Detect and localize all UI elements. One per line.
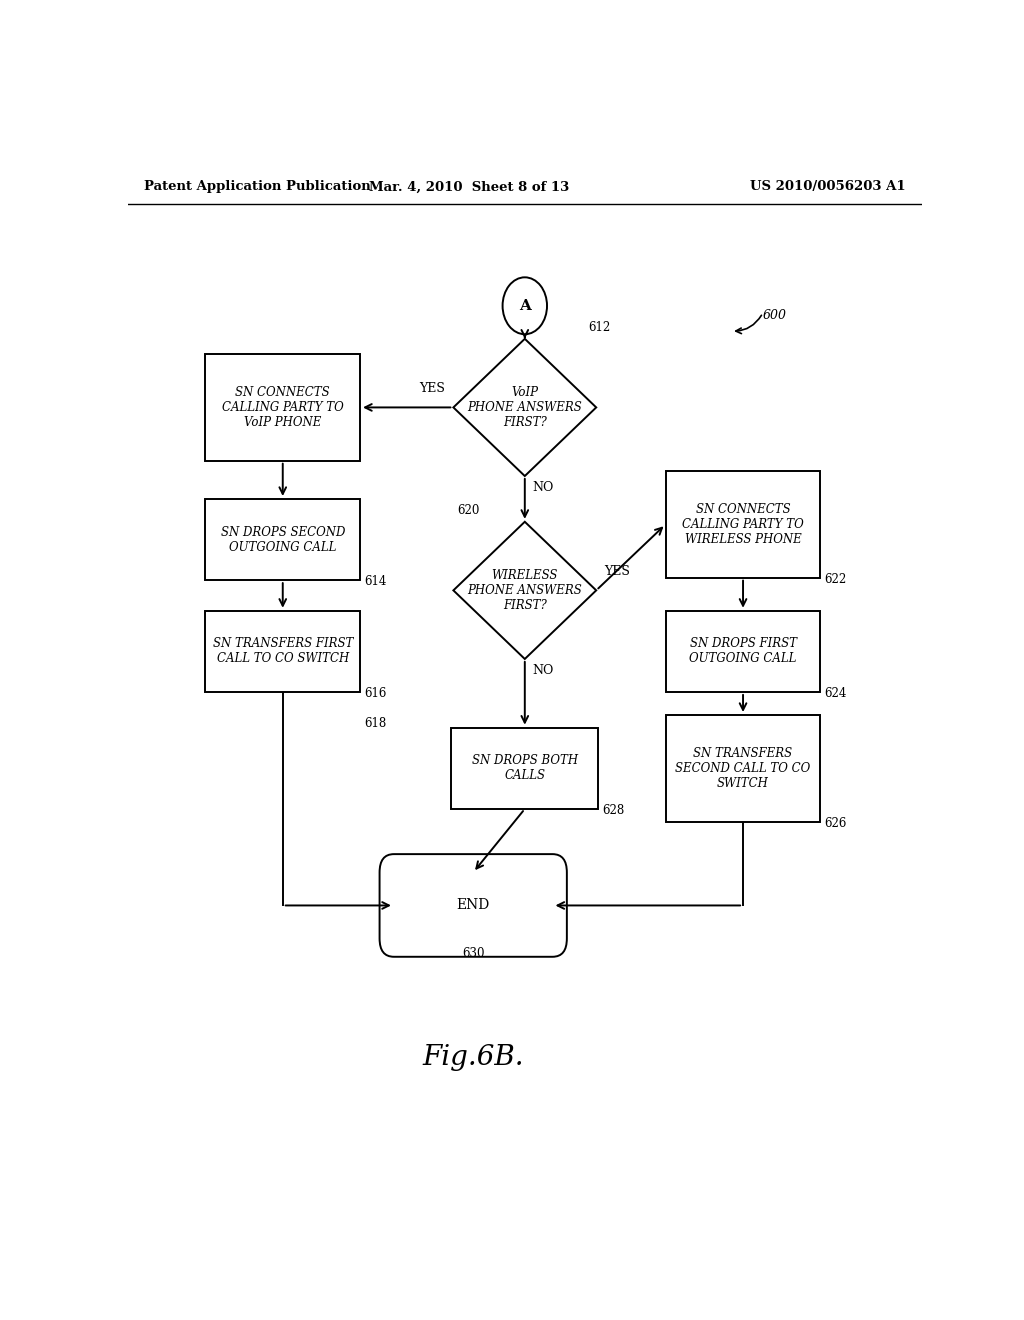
FancyBboxPatch shape	[380, 854, 567, 957]
Text: SN TRANSFERS FIRST
CALL TO CO SWITCH: SN TRANSFERS FIRST CALL TO CO SWITCH	[213, 638, 353, 665]
Text: Patent Application Publication: Patent Application Publication	[143, 181, 371, 193]
Text: 620: 620	[458, 504, 479, 516]
Text: VoIP
PHONE ANSWERS
FIRST?: VoIP PHONE ANSWERS FIRST?	[467, 385, 583, 429]
Text: 624: 624	[824, 686, 847, 700]
Text: 600: 600	[763, 309, 786, 322]
Text: 614: 614	[365, 576, 386, 589]
FancyBboxPatch shape	[206, 354, 360, 461]
Text: Mar. 4, 2010  Sheet 8 of 13: Mar. 4, 2010 Sheet 8 of 13	[369, 181, 569, 193]
FancyBboxPatch shape	[452, 727, 598, 809]
Text: NO: NO	[532, 480, 554, 494]
FancyBboxPatch shape	[666, 715, 820, 821]
Text: A: A	[519, 298, 530, 313]
Text: 626: 626	[824, 817, 847, 829]
FancyBboxPatch shape	[666, 611, 820, 692]
Text: 628: 628	[602, 804, 625, 817]
Text: US 2010/0056203 A1: US 2010/0056203 A1	[751, 181, 905, 193]
Polygon shape	[454, 339, 596, 477]
Text: NO: NO	[532, 664, 554, 677]
Text: 630: 630	[462, 946, 484, 960]
Text: 622: 622	[824, 573, 847, 586]
Text: SN DROPS FIRST
OUTGOING CALL: SN DROPS FIRST OUTGOING CALL	[689, 638, 797, 665]
Text: SN TRANSFERS
SECOND CALL TO CO
SWITCH: SN TRANSFERS SECOND CALL TO CO SWITCH	[676, 747, 811, 789]
Text: WIRELESS
PHONE ANSWERS
FIRST?: WIRELESS PHONE ANSWERS FIRST?	[467, 569, 583, 612]
Text: 618: 618	[365, 718, 386, 730]
FancyBboxPatch shape	[206, 499, 360, 581]
Text: 612: 612	[588, 321, 610, 334]
Text: END: END	[457, 899, 489, 912]
Text: SN CONNECTS
CALLING PARTY TO
WIRELESS PHONE: SN CONNECTS CALLING PARTY TO WIRELESS PH…	[682, 503, 804, 545]
Text: SN DROPS SECOND
OUTGOING CALL: SN DROPS SECOND OUTGOING CALL	[220, 525, 345, 553]
FancyBboxPatch shape	[666, 471, 820, 578]
Text: SN CONNECTS
CALLING PARTY TO
VoIP PHONE: SN CONNECTS CALLING PARTY TO VoIP PHONE	[222, 385, 344, 429]
Text: SN DROPS BOTH
CALLS: SN DROPS BOTH CALLS	[472, 754, 578, 783]
Text: 616: 616	[365, 686, 386, 700]
Text: Fig.6B.: Fig.6B.	[423, 1044, 524, 1072]
Circle shape	[503, 277, 547, 334]
Polygon shape	[454, 521, 596, 659]
Text: YES: YES	[420, 383, 445, 395]
Text: YES: YES	[604, 565, 630, 578]
FancyBboxPatch shape	[206, 611, 360, 692]
